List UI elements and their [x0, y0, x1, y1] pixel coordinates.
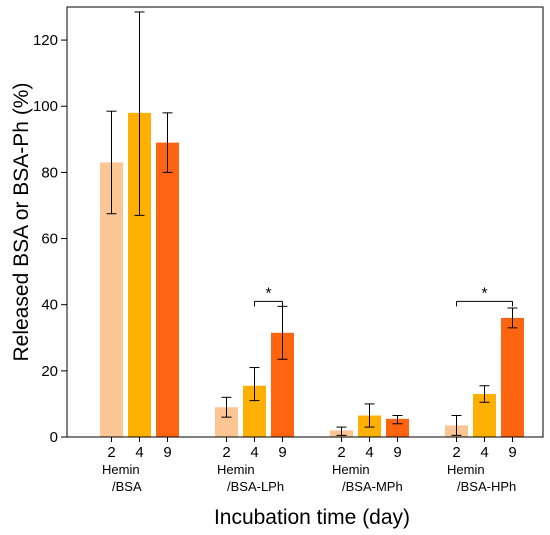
- bar: [128, 112, 151, 437]
- x-labels-layer: 2 4 9 Hemin/BSA 2 4 9 Hemin/BSA-LPh 2 4 9 Hemin/BSA…: [102, 437, 517, 494]
- group-label-line2: /BSA: [112, 479, 142, 494]
- x-tick-label: 2: [222, 444, 230, 461]
- y-ticks-layer: 0 20 40 60 80 100 120: [33, 32, 67, 446]
- x-axis-title: Incubation time (day): [214, 506, 410, 529]
- x-tick-label: 9: [393, 444, 401, 461]
- x-tick-label: 4: [480, 444, 488, 461]
- x-tick-label: 2: [107, 444, 115, 461]
- y-tick-label: 0: [50, 429, 58, 446]
- x-tick-label: 9: [508, 444, 516, 461]
- significance-label: *: [481, 285, 487, 302]
- group-label-line2: /BSA-HPh: [457, 479, 516, 494]
- group-label-line1: Hemin: [447, 462, 485, 477]
- y-tick-label: 40: [41, 297, 58, 314]
- bar: [473, 394, 496, 437]
- bar: [215, 407, 238, 437]
- y-tick-label: 20: [41, 363, 58, 380]
- error-bars-layer: [106, 11, 518, 436]
- x-tick-label: 9: [163, 444, 171, 461]
- y-tick-label: 100: [33, 98, 58, 115]
- bar: [243, 385, 266, 437]
- significance-label: *: [265, 285, 271, 302]
- x-tick-label: 4: [250, 444, 258, 461]
- x-tick-label: 4: [135, 444, 143, 461]
- bar: [271, 332, 294, 437]
- bars-layer: [100, 112, 524, 437]
- y-tick-label: 120: [33, 32, 58, 49]
- group-label-line2: /BSA-LPh: [227, 479, 284, 494]
- x-tick-label: 2: [337, 444, 345, 461]
- x-tick-label: 4: [365, 444, 373, 461]
- y-axis-title: Released BSA or BSA-Ph (%): [10, 83, 33, 362]
- bar: [386, 418, 409, 437]
- group-label-line1: Hemin: [102, 462, 140, 477]
- axes-layer: [66, 6, 544, 438]
- plot-frame: [66, 6, 544, 438]
- x-tick-label: 2: [452, 444, 460, 461]
- y-tick-label: 80: [41, 164, 58, 181]
- bar: [100, 162, 123, 437]
- group-label-line1: Hemin: [217, 462, 255, 477]
- bar: [501, 317, 524, 437]
- x-tick-label: 9: [278, 444, 286, 461]
- group-label-line2: /BSA-MPh: [342, 479, 403, 494]
- y-tick-label: 60: [41, 231, 58, 248]
- significance-layer: * *: [254, 285, 513, 307]
- bar: [156, 142, 179, 437]
- group-label-line1: Hemin: [332, 462, 370, 477]
